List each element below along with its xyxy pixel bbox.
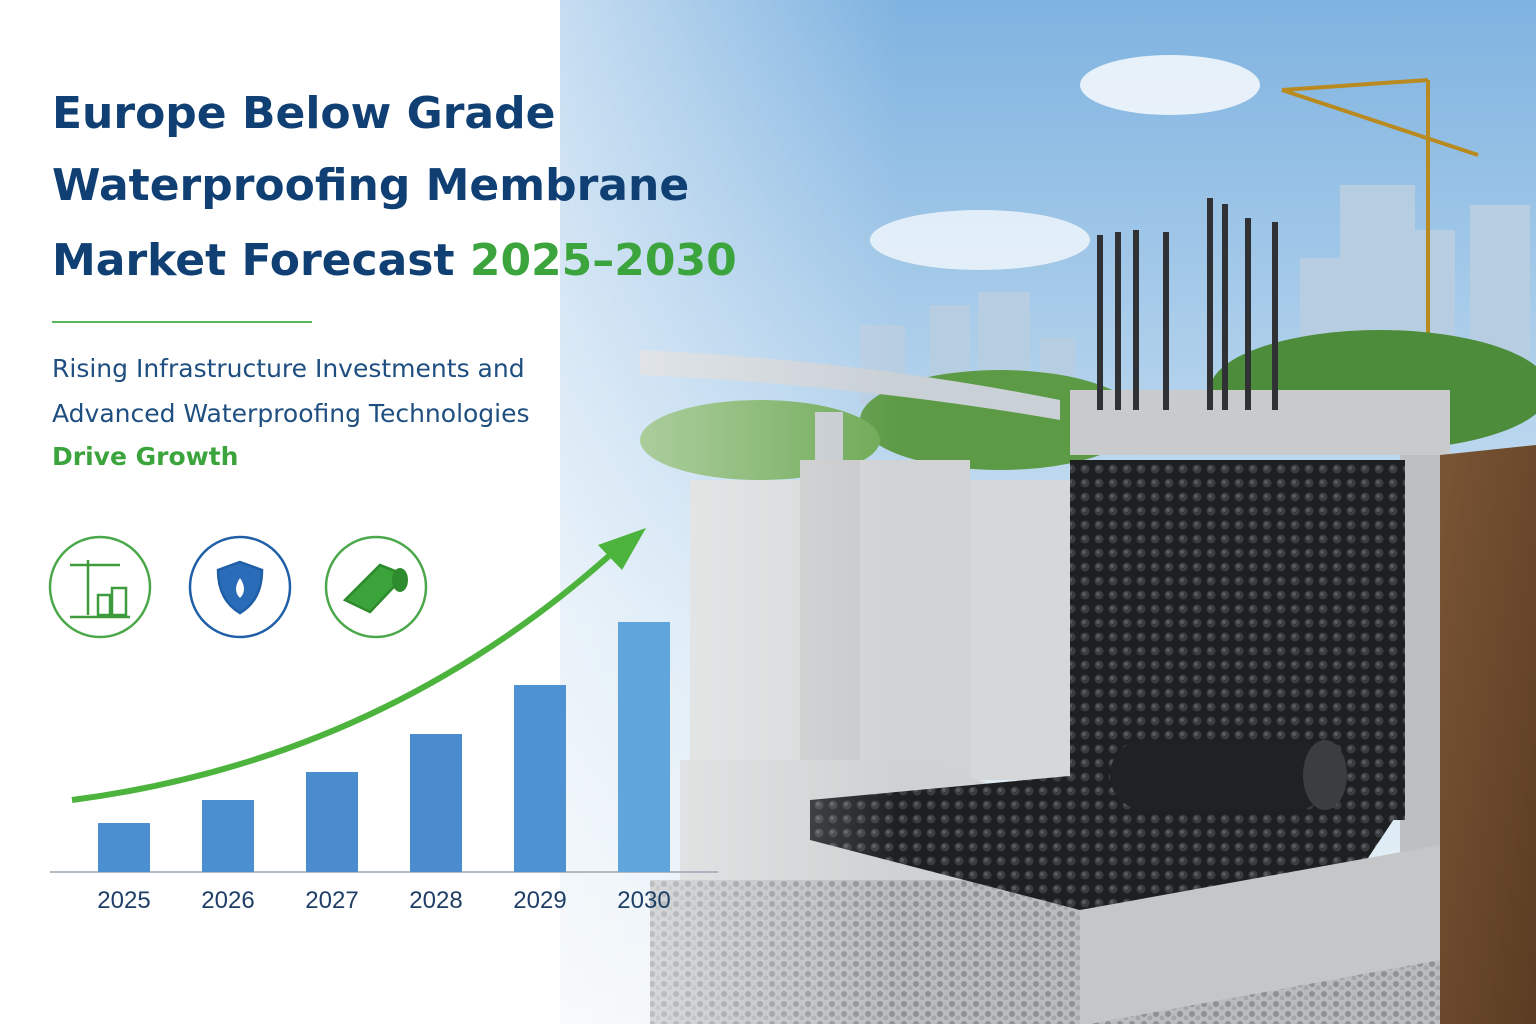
x-tick-label: 2030 xyxy=(617,887,670,914)
bar xyxy=(410,734,462,872)
title-highlight: 2025–2030 xyxy=(470,235,737,286)
x-tick-label: 2029 xyxy=(513,887,566,914)
x-tick-label: 2025 xyxy=(97,887,150,914)
x-tick-label: 2027 xyxy=(305,887,358,914)
bar xyxy=(202,800,254,872)
bar xyxy=(98,823,150,872)
subtitle-line: Advanced Waterproofing Technologies xyxy=(52,399,530,428)
x-tick-label: 2026 xyxy=(201,887,254,914)
subtitle-highlight: Drive Growth xyxy=(52,442,238,471)
title-line: Waterproofing Membrane xyxy=(52,160,689,211)
title-line: Europe Below Grade xyxy=(52,88,555,139)
bar xyxy=(306,772,358,872)
growth-arrow xyxy=(71,552,612,803)
growth-arrowhead xyxy=(598,528,646,570)
title-text: Market Forecast xyxy=(52,235,455,286)
subtitle-line: Rising Infrastructure Investments and xyxy=(52,354,525,383)
bar xyxy=(514,685,566,872)
title-line: Market Forecast 2025–2030 xyxy=(52,235,737,286)
bar xyxy=(618,622,670,872)
icons xyxy=(48,535,428,639)
x-tick-label: 2028 xyxy=(409,887,462,914)
